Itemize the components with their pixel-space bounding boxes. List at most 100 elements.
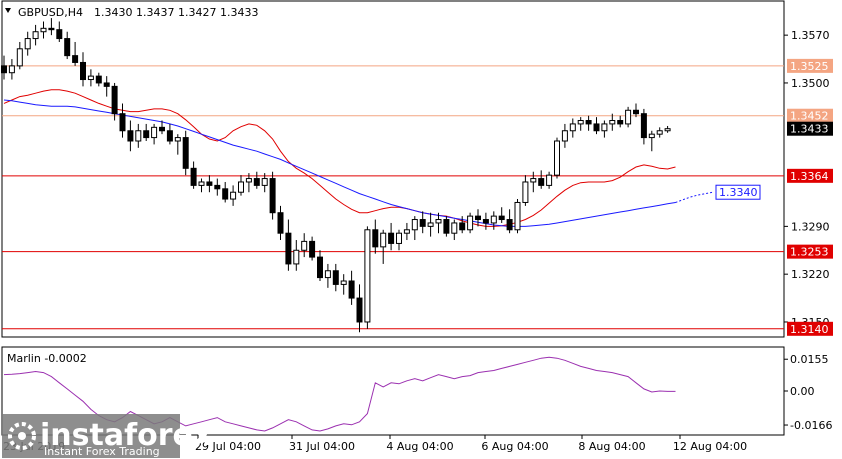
candle-bear xyxy=(443,219,450,234)
candle-bull xyxy=(467,215,474,231)
watermark-brand: instaforex xyxy=(40,418,212,453)
candle-bull xyxy=(40,27,47,33)
ma-blue-forecast-line xyxy=(675,191,714,203)
candle-bear xyxy=(119,113,126,132)
candle-bear xyxy=(206,181,213,186)
candle-bear xyxy=(332,270,339,285)
instaforex-logo-icon xyxy=(8,422,36,450)
candle-bull xyxy=(293,249,300,265)
level-tag xyxy=(787,108,833,123)
level-tag xyxy=(787,58,833,73)
candle-bull xyxy=(664,128,671,132)
candle-bull xyxy=(340,280,347,285)
candle-bull xyxy=(174,137,181,142)
price-tick-label: 1.3220 xyxy=(791,268,830,281)
candle-bull xyxy=(403,229,410,234)
candle-bull xyxy=(396,232,402,244)
candle-bull xyxy=(546,174,553,186)
candle-bear xyxy=(498,215,505,221)
candle-bear xyxy=(1,65,7,74)
candle-bear xyxy=(222,188,229,200)
symbol-title: GBPUSD,H4 xyxy=(18,6,83,19)
candle-bull xyxy=(238,181,244,193)
candle-bull xyxy=(522,181,529,203)
candle-bear xyxy=(253,178,260,186)
ohlc-header: 1.3430 1.3437 1.3427 1.3433 xyxy=(94,6,258,19)
target-label: 1.3340 xyxy=(719,186,758,199)
candle-bull xyxy=(16,48,23,67)
candle-bear xyxy=(111,85,118,115)
level-tag-label: 1.3452 xyxy=(790,110,829,123)
candle-bull xyxy=(609,120,616,125)
candle-bull xyxy=(32,31,39,40)
candle-bear xyxy=(64,38,71,57)
price-axis: 1.35701.35001.32901.32201.31501.35251.34… xyxy=(715,29,833,336)
candle-bull xyxy=(135,130,142,142)
candle-bull xyxy=(577,120,584,125)
candle-bear xyxy=(95,75,102,84)
candle-bear xyxy=(56,29,63,40)
indicator-label: Marlin -0.0002 xyxy=(7,352,87,365)
candle-bear xyxy=(143,130,150,139)
indicator-axis: 0.0155 0.00 -0.0166 xyxy=(784,353,832,432)
time-label: 4 Aug 04:00 xyxy=(386,440,453,453)
candle-bull xyxy=(625,109,632,125)
candle-bull xyxy=(8,65,15,74)
candle-bear xyxy=(309,240,316,258)
indicator-tick-label: 0.0155 xyxy=(790,353,829,366)
candle-bull xyxy=(151,126,158,139)
time-label: 8 Aug 04:00 xyxy=(578,440,645,453)
price-tick-label: 1.3290 xyxy=(791,220,830,233)
current-price-label: 1.3433 xyxy=(790,123,829,136)
candle-bear xyxy=(182,137,189,169)
candle-bull xyxy=(380,232,387,248)
price-tick-label: 1.3500 xyxy=(791,77,830,90)
candle-bull xyxy=(411,219,418,231)
candle-bear xyxy=(72,55,79,63)
candle-bull xyxy=(427,222,434,227)
time-label: 12 Aug 04:00 xyxy=(673,440,747,453)
candle-bull xyxy=(451,222,458,234)
candle-bear xyxy=(585,120,592,125)
level-tag-label: 1.3525 xyxy=(790,60,829,73)
level-tag xyxy=(787,168,833,183)
candle-bull xyxy=(554,140,560,176)
candle-bull xyxy=(245,178,252,183)
candle-bear xyxy=(277,212,284,234)
candle-bear xyxy=(593,123,600,132)
time-label: 31 Jul 04:00 xyxy=(289,440,355,453)
candle-bear xyxy=(159,126,165,132)
candle-bear xyxy=(617,120,624,125)
candle-bull xyxy=(198,181,205,186)
candle-bear xyxy=(356,297,363,323)
candle-bear xyxy=(538,178,545,186)
candle-bear xyxy=(80,61,86,81)
candle-bear xyxy=(190,167,197,186)
candle-bull xyxy=(261,178,268,186)
time-label: 29 Jul 04:00 xyxy=(195,440,261,453)
candle-bull xyxy=(530,178,537,183)
candle-bull xyxy=(601,123,608,132)
candle-bear xyxy=(482,219,489,224)
candle-bull xyxy=(301,240,308,251)
candle-bear xyxy=(640,113,647,139)
candle-bear xyxy=(419,219,426,227)
candle-bull xyxy=(87,75,94,81)
candle-bull xyxy=(230,191,237,200)
level-tag-label: 1.3140 xyxy=(790,323,829,336)
candle-bull xyxy=(364,229,371,323)
candle-bear xyxy=(317,256,323,279)
level-tag-label: 1.3253 xyxy=(790,246,829,259)
time-label: 6 Aug 04:00 xyxy=(481,440,548,453)
candle-bear xyxy=(48,27,55,31)
candle-bull xyxy=(648,133,655,139)
price-tick-label: 1.3570 xyxy=(791,29,830,42)
candle-bull xyxy=(561,130,568,142)
indicator-tick-label: -0.0166 xyxy=(790,419,832,432)
candle-bear xyxy=(506,219,513,231)
level-tag xyxy=(787,244,833,259)
candle-bear xyxy=(166,130,173,142)
candle-bull xyxy=(324,270,331,279)
